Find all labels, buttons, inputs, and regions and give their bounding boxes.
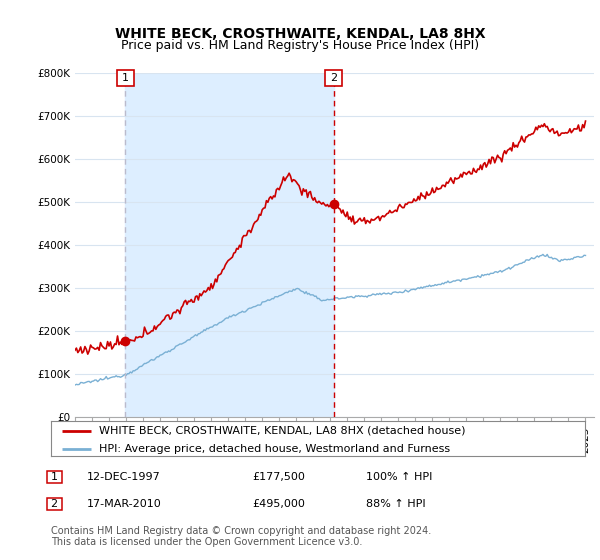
Text: 100% ↑ HPI: 100% ↑ HPI <box>366 472 433 482</box>
Text: £177,500: £177,500 <box>252 472 305 482</box>
Text: WHITE BECK, CROSTHWAITE, KENDAL, LA8 8HX (detached house): WHITE BECK, CROSTHWAITE, KENDAL, LA8 8HX… <box>99 426 466 436</box>
Bar <box>125 73 334 417</box>
Text: 12-DEC-1997: 12-DEC-1997 <box>87 472 161 482</box>
Text: 17-MAR-2010: 17-MAR-2010 <box>87 499 162 509</box>
Text: Price paid vs. HM Land Registry's House Price Index (HPI): Price paid vs. HM Land Registry's House … <box>121 39 479 53</box>
Text: 1: 1 <box>50 472 58 482</box>
Text: 2: 2 <box>50 499 58 509</box>
Text: Contains HM Land Registry data © Crown copyright and database right 2024.: Contains HM Land Registry data © Crown c… <box>51 526 431 536</box>
Text: 88% ↑ HPI: 88% ↑ HPI <box>366 499 425 509</box>
Text: 1: 1 <box>122 73 128 83</box>
Text: 2: 2 <box>330 73 337 83</box>
Text: HPI: Average price, detached house, Westmorland and Furness: HPI: Average price, detached house, West… <box>99 444 450 454</box>
Text: This data is licensed under the Open Government Licence v3.0.: This data is licensed under the Open Gov… <box>51 537 362 547</box>
Text: WHITE BECK, CROSTHWAITE, KENDAL, LA8 8HX: WHITE BECK, CROSTHWAITE, KENDAL, LA8 8HX <box>115 27 485 41</box>
Text: £495,000: £495,000 <box>252 499 305 509</box>
